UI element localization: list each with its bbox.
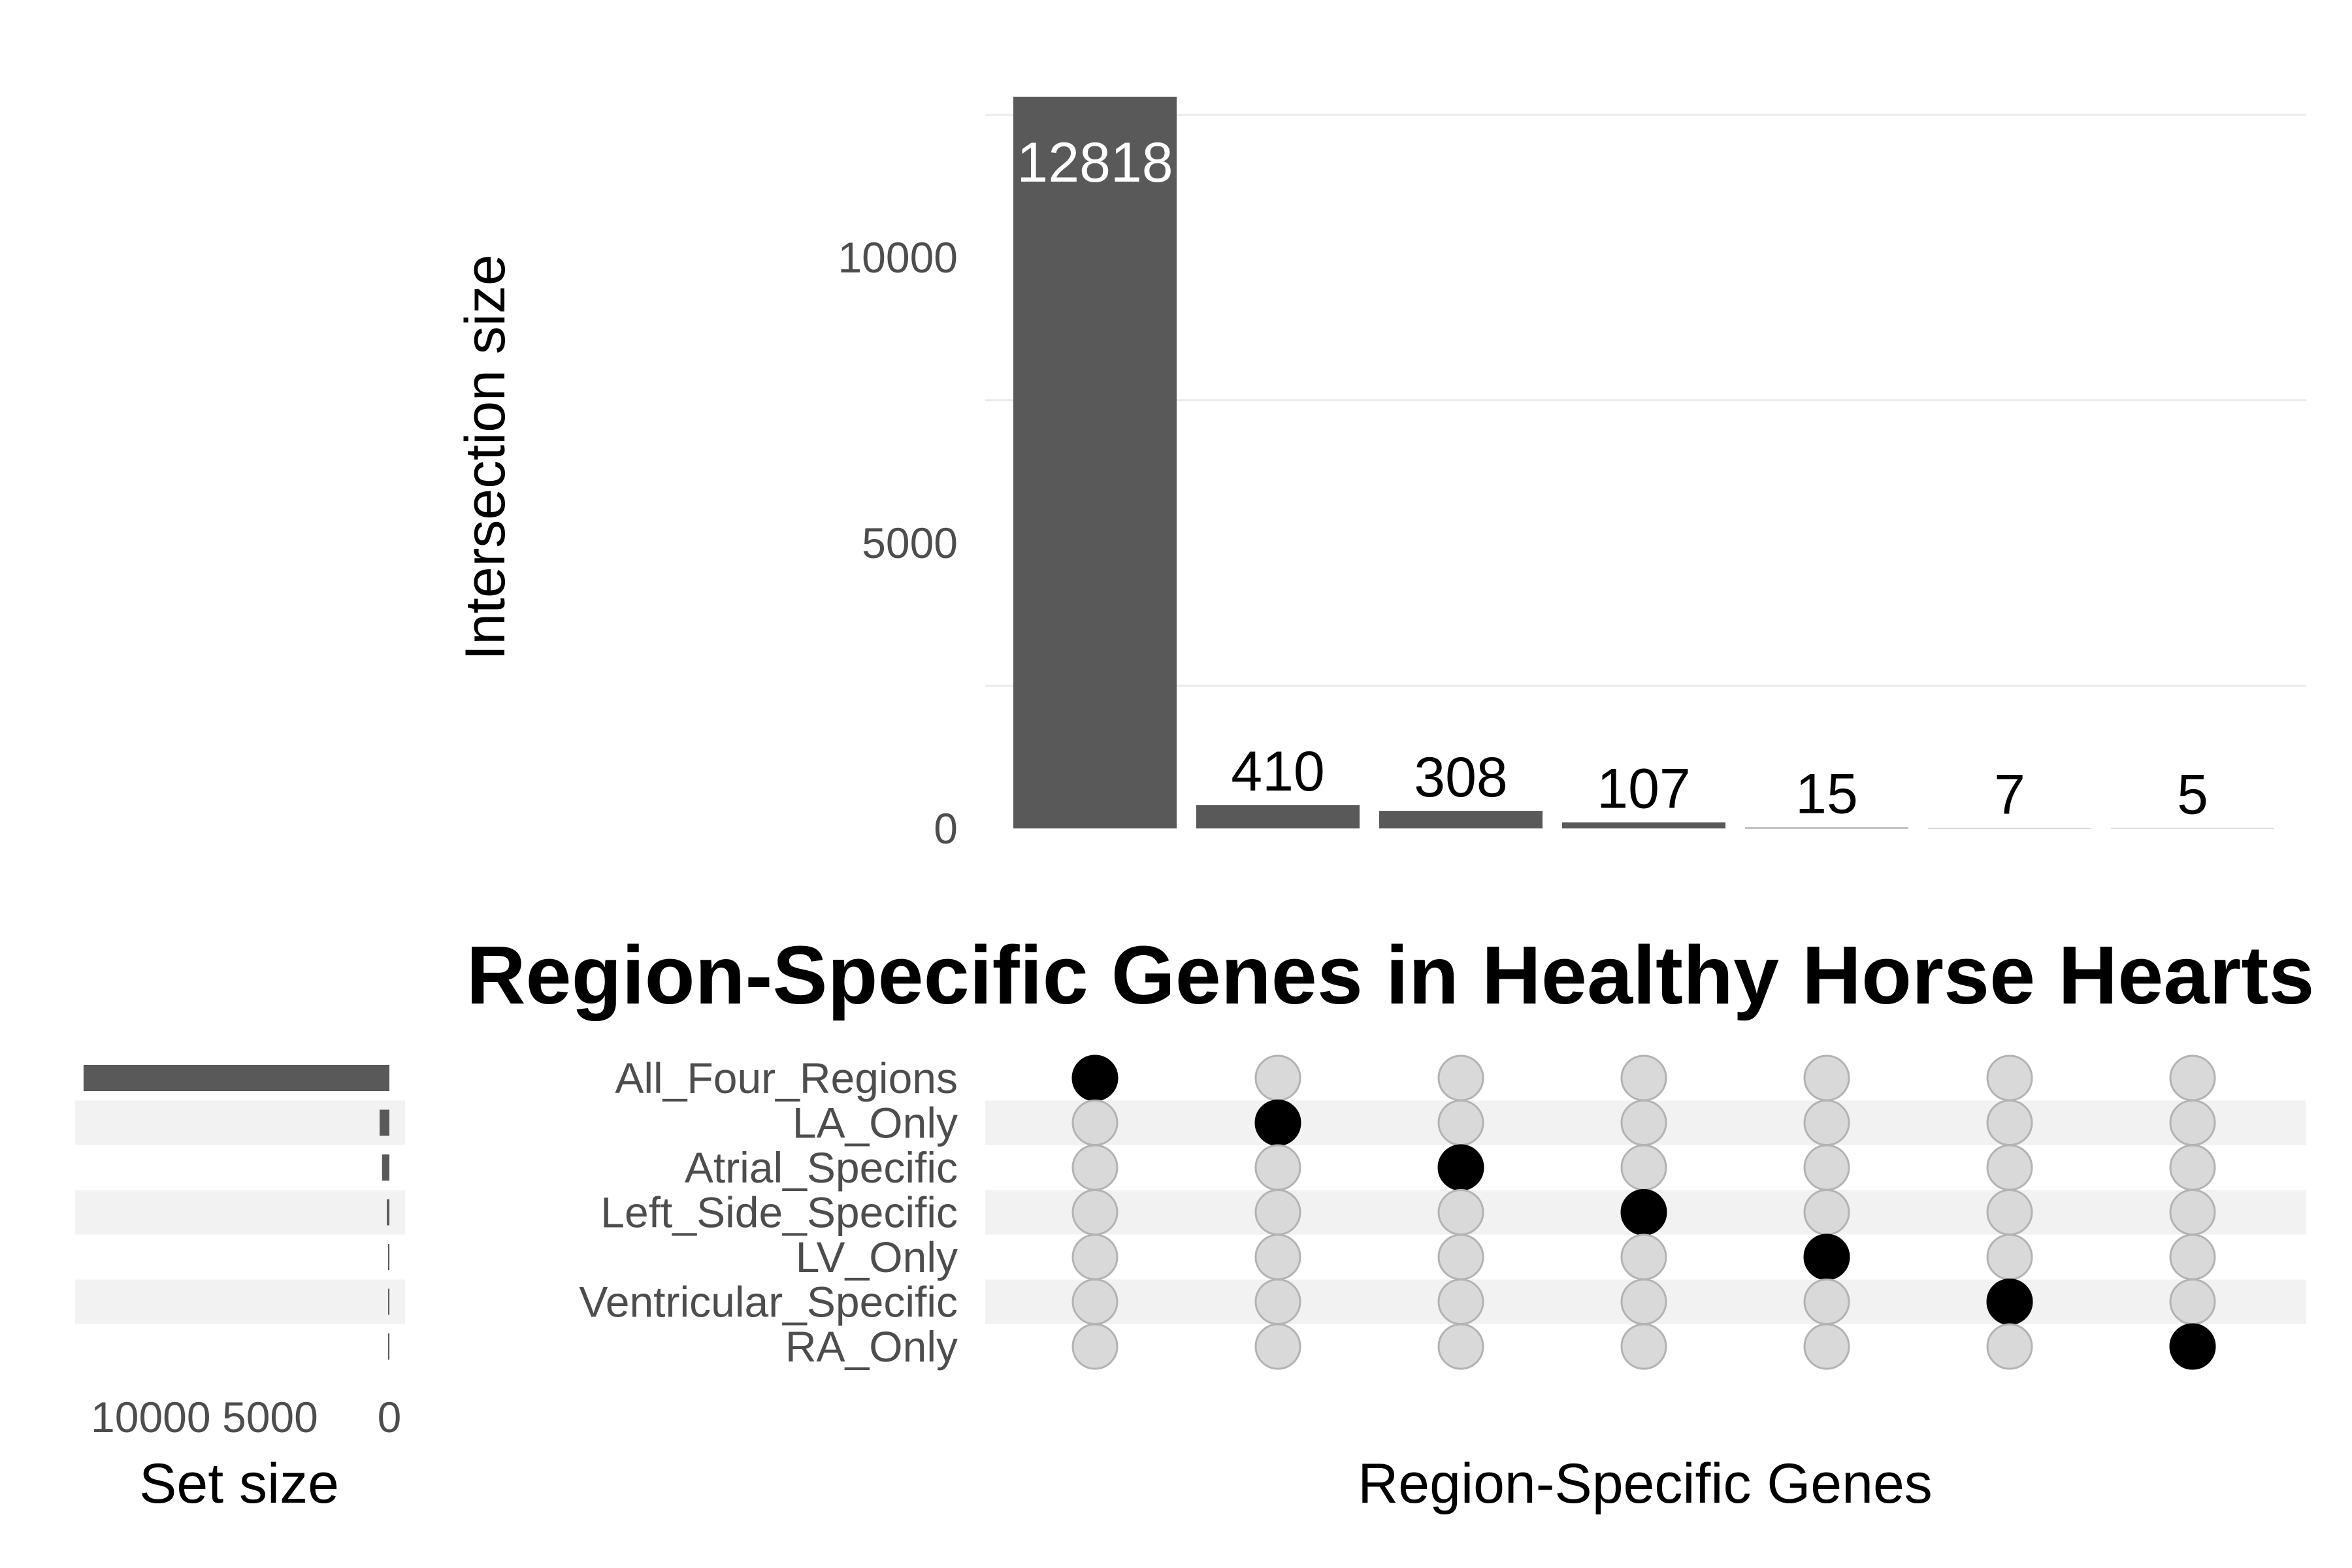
- set-label: Left_Side_Specific: [600, 1188, 958, 1237]
- matrix-dot-inactive: [1986, 1189, 2033, 1235]
- set-size-axis-title: Set size: [139, 1452, 339, 1515]
- matrix-dot-inactive: [1254, 1233, 1301, 1281]
- matrix-dot-inactive: [1437, 1279, 1484, 1325]
- matrix-dot-inactive: [1071, 1100, 1119, 1146]
- matrix-dot-inactive: [1620, 1233, 1667, 1281]
- matrix-dot-inactive: [2169, 1054, 2216, 1102]
- matrix-dot-inactive: [1071, 1189, 1119, 1235]
- set-row-stripe: [75, 1279, 405, 1324]
- matrix-dot-inactive: [1986, 1054, 2033, 1102]
- intersection-bar-labels: 12818 410 308 107 15 7 5: [1017, 131, 2208, 826]
- matrix-dot-inactive: [1803, 1054, 1850, 1102]
- set-size-tick-label: 5000: [222, 1393, 318, 1441]
- matrix-dots: [1071, 1054, 2216, 1370]
- set-size-bar: [382, 1154, 389, 1181]
- matrix-dot-inactive: [1437, 1189, 1484, 1235]
- set-size-tick-label: 10000: [91, 1393, 211, 1441]
- matrix-dot-inactive: [2169, 1233, 2216, 1281]
- set-size-tick-label: 0: [378, 1393, 402, 1441]
- matrix-dot-inactive: [1071, 1279, 1119, 1325]
- matrix-dot-inactive: [1071, 1144, 1119, 1191]
- bar-value-label: 107: [1597, 758, 1691, 821]
- matrix-dot-inactive: [1986, 1233, 2033, 1281]
- matrix-x-axis-title: Region-Specific Genes: [1358, 1452, 1933, 1515]
- set-size-bar: [83, 1065, 389, 1091]
- matrix-dot-active: [2169, 1323, 2216, 1370]
- matrix-dot-inactive: [1437, 1233, 1484, 1281]
- matrix-dot-inactive: [1803, 1279, 1850, 1325]
- matrix-dot-inactive: [1620, 1279, 1667, 1325]
- matrix-dot-active: [1986, 1279, 2033, 1325]
- matrix-dot-inactive: [2169, 1189, 2216, 1235]
- matrix-dot-inactive: [1803, 1323, 1850, 1370]
- set-size-bar: [380, 1109, 389, 1136]
- matrix-dot-inactive: [1437, 1054, 1484, 1102]
- bar-value-label: 15: [1795, 763, 1858, 826]
- set-label: All_Four_Regions: [615, 1054, 958, 1102]
- matrix-dot-active: [1254, 1100, 1301, 1146]
- intersection-y-ticks: 0 5000 10000: [838, 233, 958, 853]
- bar-value-label: 12818: [1017, 131, 1173, 194]
- matrix-dot-inactive: [1254, 1323, 1301, 1370]
- matrix-dot-inactive: [1254, 1144, 1301, 1191]
- matrix-dot-inactive: [1620, 1323, 1667, 1370]
- set-size-bar: [388, 1288, 389, 1315]
- chart-title: Region-Specific Genes in Healthy Horse H…: [466, 929, 2315, 1021]
- matrix-dot-active: [1071, 1054, 1119, 1102]
- matrix-dot-inactive: [1437, 1323, 1484, 1370]
- matrix-dot-inactive: [2169, 1100, 2216, 1146]
- set-size-bar: [388, 1333, 389, 1360]
- intersection-axis-title: Intersection size: [454, 254, 517, 660]
- matrix-dot-inactive: [1986, 1100, 2033, 1146]
- matrix-dot-inactive: [1803, 1144, 1850, 1191]
- set-label: LV_Only: [796, 1233, 958, 1281]
- matrix-dot-inactive: [2169, 1144, 2216, 1191]
- matrix-dot-inactive: [1620, 1100, 1667, 1146]
- matrix-dot-inactive: [2169, 1279, 2216, 1325]
- matrix-dot-inactive: [1803, 1189, 1850, 1235]
- set-size-bar: [388, 1244, 389, 1270]
- set-label: Ventricular_Specific: [579, 1278, 958, 1326]
- intersection-gridlines: [985, 114, 2306, 687]
- intersection-bar: [2111, 828, 2274, 829]
- matrix-dot-inactive: [1071, 1323, 1119, 1370]
- matrix-stripes: [75, 1100, 2306, 1324]
- y-tick-label: 10000: [838, 233, 958, 282]
- matrix-dot-active: [1437, 1144, 1484, 1191]
- matrix-dot-inactive: [1986, 1144, 2033, 1191]
- matrix-dot-inactive: [1254, 1189, 1301, 1235]
- bar-value-label: 308: [1414, 746, 1508, 809]
- matrix-dot-inactive: [1803, 1100, 1850, 1146]
- matrix-dot-inactive: [1986, 1323, 2033, 1370]
- set-label: LA_Only: [792, 1099, 958, 1147]
- set-row-stripe: [75, 1100, 405, 1145]
- set-label: Atrial_Specific: [685, 1143, 958, 1192]
- intersection-bar: [1562, 822, 1725, 828]
- matrix-dot-inactive: [1071, 1233, 1119, 1281]
- y-tick-label: 0: [934, 804, 958, 853]
- set-size-bar: [387, 1199, 389, 1226]
- matrix-dot-inactive: [1620, 1054, 1667, 1102]
- y-tick-label: 5000: [862, 519, 958, 567]
- bar-value-label: 410: [1231, 740, 1325, 803]
- set-labels: All_Four_RegionsLA_OnlyAtrial_SpecificLe…: [579, 1054, 958, 1371]
- matrix-dot-inactive: [1437, 1100, 1484, 1146]
- bar-value-label: 7: [1994, 763, 2025, 826]
- intersection-bars: [1013, 97, 2274, 829]
- matrix-dot-active: [1620, 1189, 1667, 1235]
- set-size-bars: [83, 1065, 389, 1360]
- matrix-dot-active: [1803, 1233, 1850, 1281]
- intersection-bar: [1379, 811, 1543, 828]
- matrix-dot-inactive: [1254, 1054, 1301, 1102]
- intersection-bar: [1196, 805, 1360, 828]
- intersection-bar: [1013, 97, 1177, 828]
- matrix-dot-inactive: [1254, 1279, 1301, 1325]
- set-size-ticks: 10000 5000 0: [91, 1393, 401, 1441]
- bar-value-label: 5: [2177, 764, 2208, 826]
- set-label: RA_Only: [785, 1322, 958, 1371]
- set-row-stripe: [75, 1190, 405, 1235]
- matrix-dot-inactive: [1620, 1144, 1667, 1191]
